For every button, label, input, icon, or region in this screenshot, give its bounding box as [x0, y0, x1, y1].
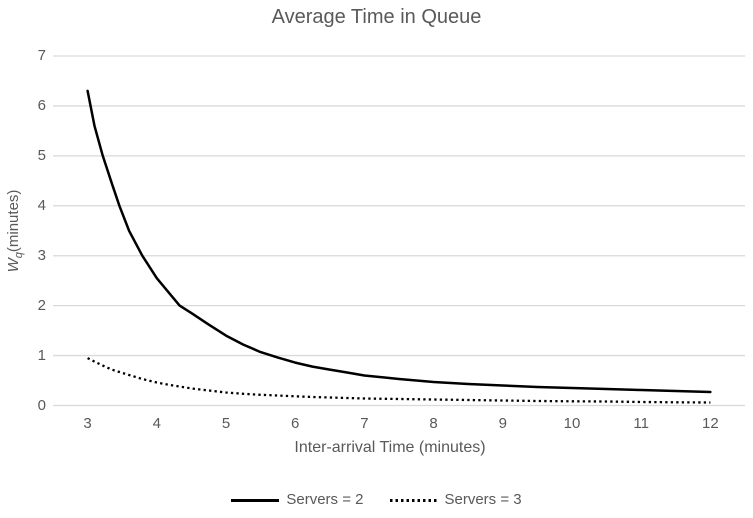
y-axis-symbol: W — [5, 258, 22, 273]
legend-line-solid — [231, 498, 280, 502]
x-tick-label: 5 — [221, 415, 231, 432]
y-tick-label: 1 — [37, 346, 46, 364]
y-tick-label: 5 — [37, 146, 46, 164]
y-tick-label: 4 — [37, 196, 46, 214]
series-servers-2 — [86, 89, 712, 394]
x-tick-label: 8 — [429, 415, 438, 432]
series-servers-3 — [87, 357, 711, 404]
y-tick-label: 2 — [37, 296, 46, 314]
y-axis-units: (minutes) — [5, 189, 22, 253]
x-tick-label: 10 — [563, 415, 581, 432]
y-tick-label: 3 — [37, 246, 46, 264]
x-tick-label: 9 — [498, 415, 507, 432]
chart-title: Average Time in Queue — [271, 6, 482, 28]
x-axis-title: Inter-arrival Time (minutes) — [294, 439, 486, 456]
legend: Servers = 2 Servers = 3 — [0, 491, 753, 509]
legend-item-servers-3: Servers = 3 — [389, 491, 522, 509]
y-axis-subscript: q — [13, 252, 25, 259]
x-tick-label: 6 — [291, 415, 300, 432]
x-tick-label: 12 — [702, 415, 719, 432]
x-tick-label: 7 — [360, 415, 369, 432]
y-tick-label: 0 — [37, 396, 46, 414]
x-tick-label: 4 — [152, 415, 161, 432]
legend-item-servers-2: Servers = 2 — [231, 491, 364, 509]
y-axis-title: Wq(minutes) — [5, 190, 25, 273]
legend-label-servers-2: Servers = 2 — [286, 491, 364, 508]
y-tick-label: 7 — [37, 47, 46, 64]
y-tick-label: 6 — [37, 96, 46, 114]
x-tick-label: 11 — [633, 415, 649, 432]
x-tick-label: 3 — [83, 415, 92, 432]
legend-line-dotted — [389, 498, 438, 502]
legend-label-servers-3: Servers = 3 — [444, 491, 522, 508]
